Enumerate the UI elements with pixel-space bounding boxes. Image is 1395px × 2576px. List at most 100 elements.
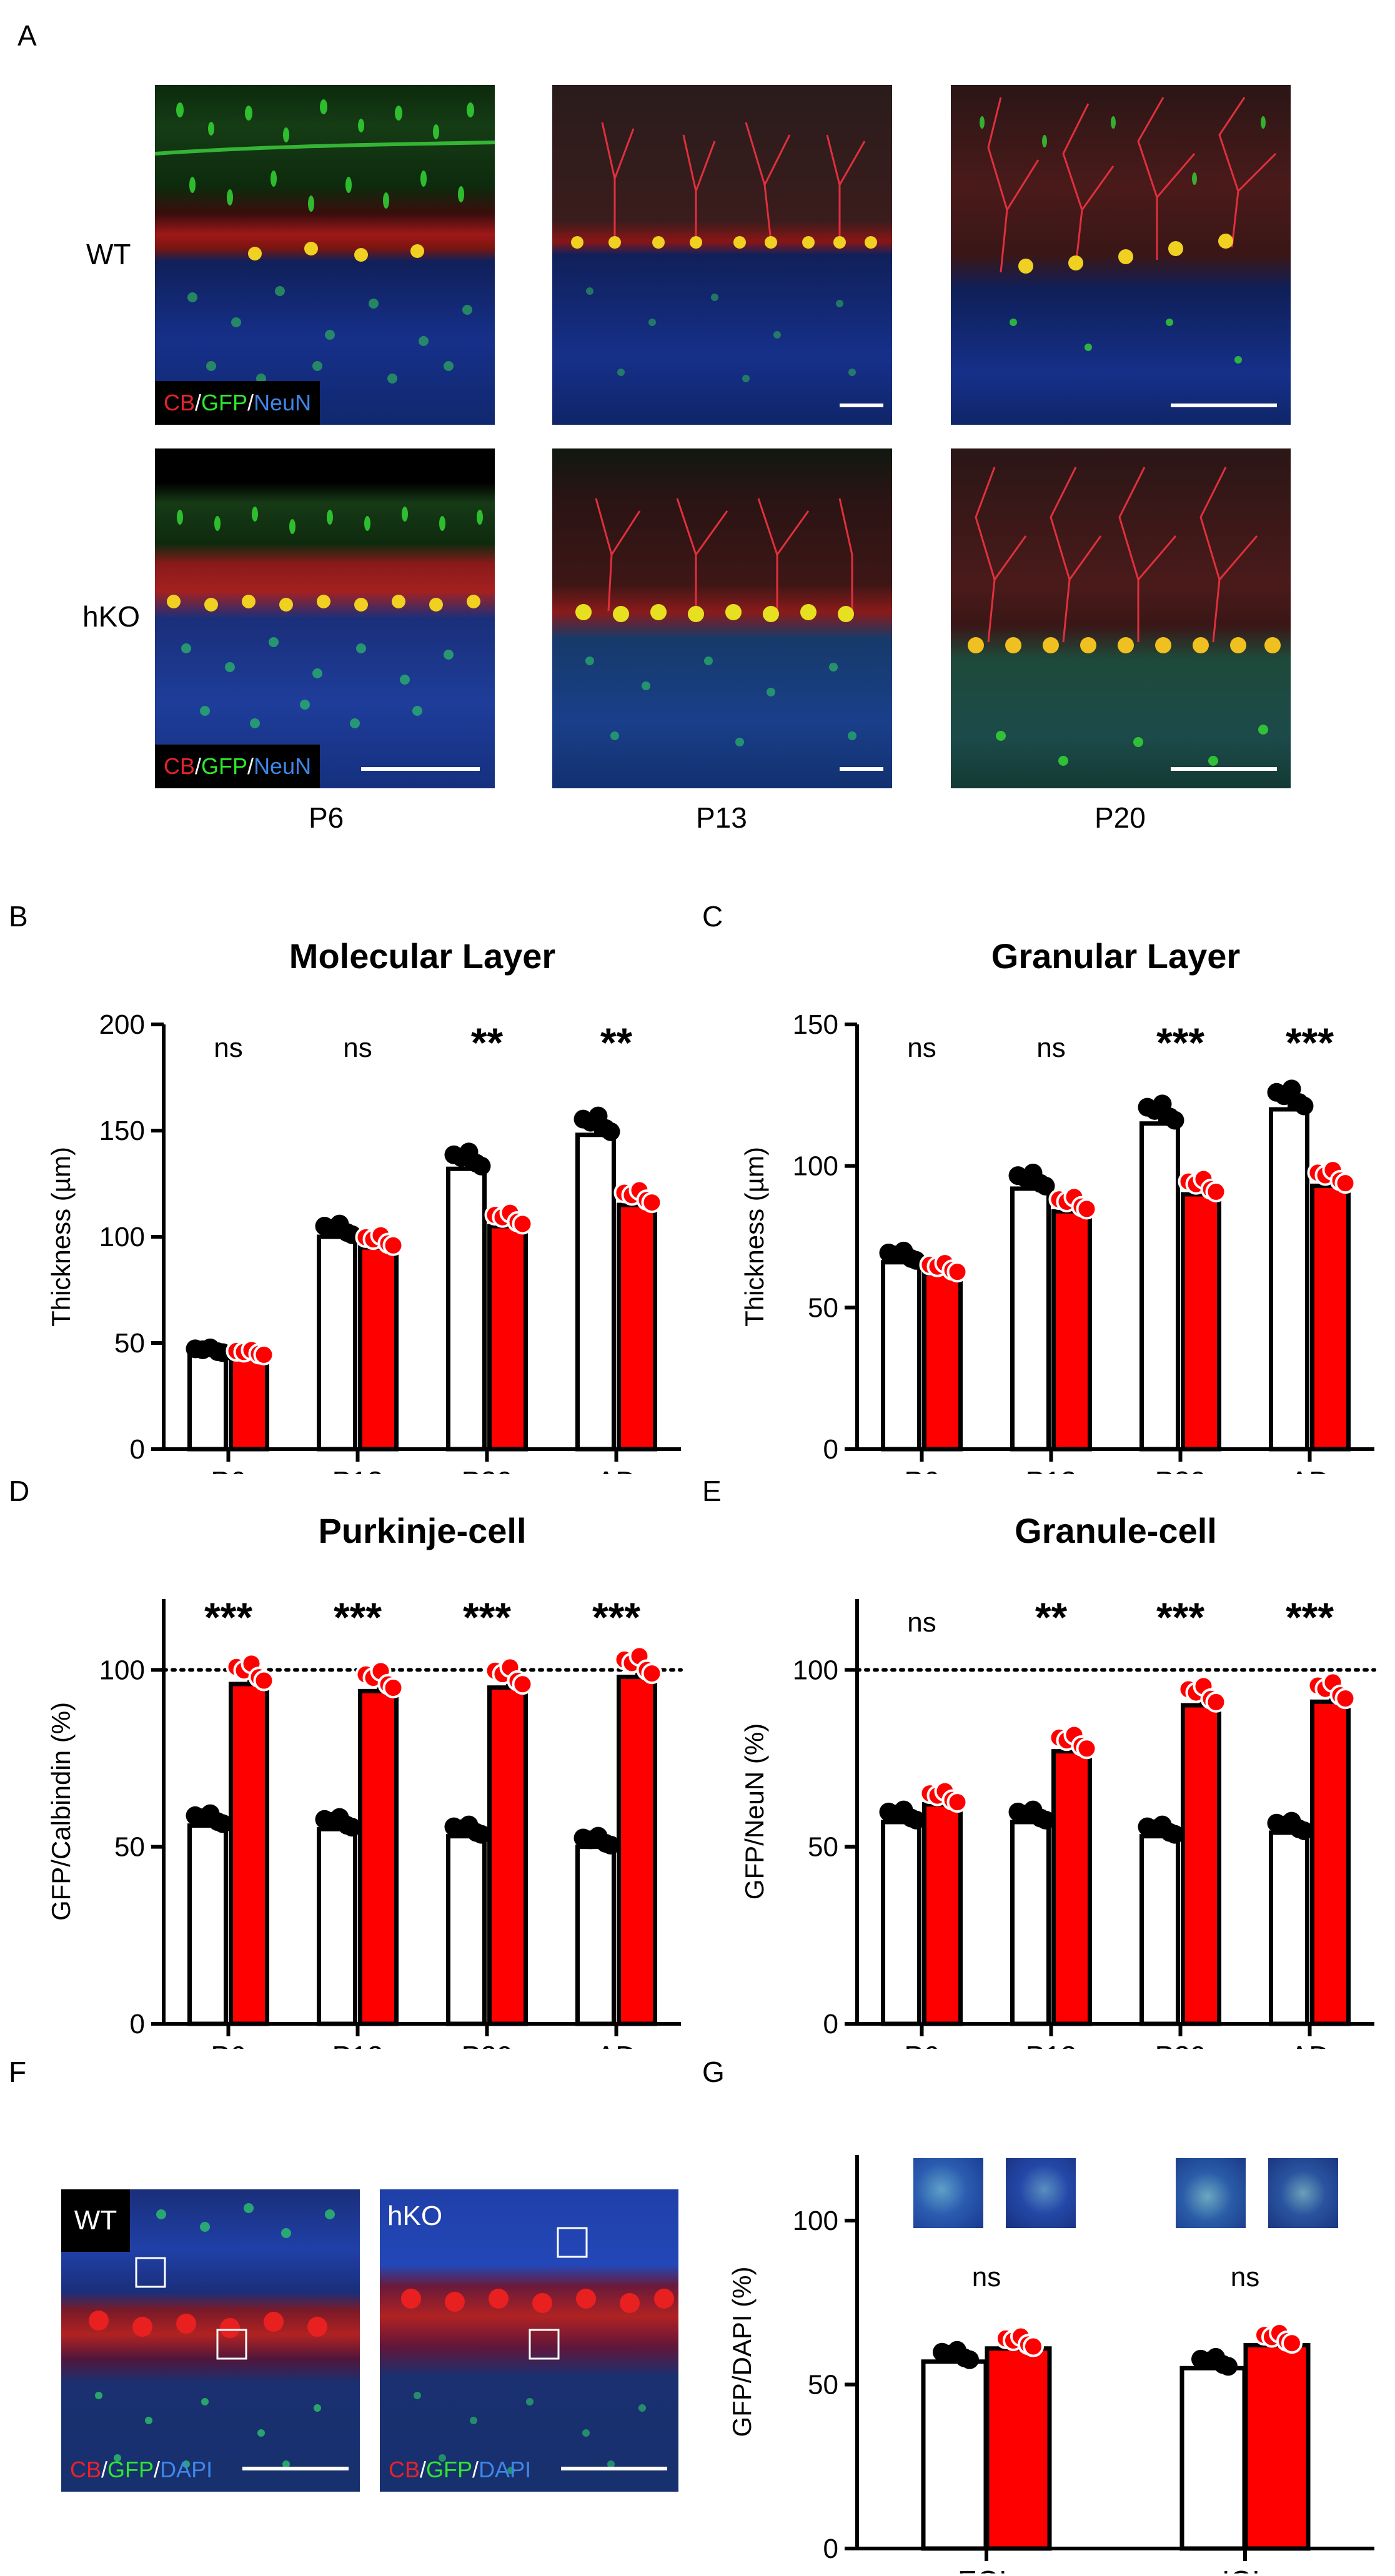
stain-gfp: GFP xyxy=(201,390,248,415)
bar-wt-p13 xyxy=(317,1234,357,1452)
data-point xyxy=(1294,1821,1314,1840)
bar-wt-p20 xyxy=(446,1166,487,1452)
data-point xyxy=(472,1825,491,1844)
f-wt-texture xyxy=(89,2203,335,2468)
y-tick-label: 150 xyxy=(99,1116,145,1146)
x-tick-label: P20 xyxy=(1155,2040,1206,2049)
scale-bar xyxy=(840,767,883,771)
data-point xyxy=(213,1814,232,1833)
bar-wt-p13 xyxy=(1010,1820,1051,2026)
x-tick-label: AD xyxy=(1290,1465,1330,1474)
x-tick-label: EGL xyxy=(958,2565,1015,2574)
y-tick-label: 100 xyxy=(793,2206,838,2236)
micrograph-f-hko: hKO CB/GFP/DAPI xyxy=(380,2189,678,2492)
micrograph-wt-p13 xyxy=(552,85,892,425)
stain-legend-f-wt: CB/GFP/DAPI xyxy=(70,2457,213,2482)
bar-hko-ad xyxy=(1310,1183,1351,1452)
bar-wt-egl xyxy=(921,2359,988,2551)
bar-hko-ad xyxy=(617,1675,657,2026)
x-tick-label: P13 xyxy=(1026,2040,1077,2049)
significance-marker: *** xyxy=(1156,1594,1204,1640)
micrograph-hko-p6: CB/GFP/NeuN xyxy=(155,448,495,788)
data-point xyxy=(641,1192,663,1214)
chart-gfp-dapi: GFP/DAPI (%) EGL ns IGL ns 0 50 100 xyxy=(727,2155,1374,2574)
y-tick-label: 150 xyxy=(793,1009,838,1040)
scale-bar xyxy=(1171,767,1277,771)
data-point xyxy=(946,1791,968,1813)
y-tick-label: 50 xyxy=(114,1832,145,1863)
bar-hko-p13 xyxy=(1051,1209,1092,1452)
significance-marker: *** xyxy=(204,1594,252,1640)
y-axis-label: GFP/Calbindin (%) xyxy=(46,1702,76,1921)
data-point xyxy=(512,1673,534,1695)
panel-label-g: G xyxy=(702,2056,725,2088)
panel-label-a: A xyxy=(17,19,37,52)
data-point xyxy=(641,1663,663,1685)
micrograph-hko-p20 xyxy=(951,448,1291,788)
y-axis-label: GFP/NeuN (%) xyxy=(740,1723,769,1900)
col-label-p20: P20 xyxy=(1095,801,1146,834)
data-point xyxy=(1334,1688,1356,1710)
chart-title: Granular Layer xyxy=(991,936,1240,976)
bar-hko-p13 xyxy=(358,1688,399,2026)
thumb-egl-wt xyxy=(913,2158,983,2228)
scale-bar xyxy=(1171,404,1277,407)
data-point xyxy=(1076,1738,1098,1760)
x-tick-label: IGL xyxy=(1222,2565,1268,2574)
data-point xyxy=(1219,2357,1238,2376)
y-tick-label: 0 xyxy=(823,2534,838,2564)
significance-marker: *** xyxy=(334,1594,382,1640)
bar-wt-p6 xyxy=(881,1260,921,1452)
panel-label-c: C xyxy=(702,900,723,933)
data-point xyxy=(1294,1096,1314,1116)
micrograph-hko-p13 xyxy=(552,448,892,788)
y-axis-label: Thickness (µm) xyxy=(740,1147,769,1327)
stain-legend-f-hko: CB/GFP/DAPI xyxy=(389,2457,532,2482)
micrograph-f-wt: WT CB/GFP/DAPI xyxy=(61,2189,360,2492)
y-axis-label: GFP/DAPI (%) xyxy=(727,2266,757,2437)
data-point xyxy=(1076,1198,1098,1220)
data-point xyxy=(1205,1691,1227,1713)
x-tick-label: P13 xyxy=(332,1465,384,1474)
thumb-egl-hko xyxy=(1006,2158,1076,2228)
bar-wt-p20 xyxy=(1139,1834,1180,2026)
wt-p13-texture xyxy=(571,122,877,382)
x-tick-label: P13 xyxy=(1026,1465,1077,1474)
bar-hko-p13 xyxy=(1051,1749,1092,2026)
data-point xyxy=(601,1122,620,1141)
significance-marker: ns xyxy=(343,1033,372,1063)
significance-marker: ** xyxy=(1035,1594,1068,1640)
hko-p20-texture xyxy=(968,467,1281,766)
significance-marker: ns xyxy=(214,1033,242,1063)
x-tick-label: P20 xyxy=(1155,1465,1206,1474)
significance-marker: *** xyxy=(463,1594,511,1640)
bar-hko-p6 xyxy=(922,1802,963,2026)
y-tick-label: 100 xyxy=(99,1222,145,1252)
x-tick-label: AD xyxy=(597,1465,637,1474)
y-tick-label: 50 xyxy=(114,1328,145,1359)
row-label-wt: WT xyxy=(86,238,131,270)
chart-title: Granule-cell xyxy=(1015,1511,1217,1550)
bar-wt-ad xyxy=(575,1132,616,1452)
data-point xyxy=(906,1810,926,1830)
stain-cb: CB xyxy=(164,390,196,415)
f-hko-texture xyxy=(401,2227,674,2474)
f-wt-label: WT xyxy=(61,2189,130,2252)
bar-hko-p20 xyxy=(487,1685,528,2026)
bar-wt-p20 xyxy=(1139,1121,1180,1452)
y-axis-label: Thickness (µm) xyxy=(46,1147,76,1327)
data-point xyxy=(1334,1172,1356,1194)
data-point xyxy=(472,1156,491,1176)
bar-wt-ad xyxy=(1269,1107,1309,1452)
thumb-igl-wt xyxy=(1176,2158,1246,2228)
data-point xyxy=(1205,1181,1227,1202)
panel-label-b: B xyxy=(9,900,28,933)
panel-label-e: E xyxy=(702,1475,722,1507)
significance-marker: *** xyxy=(1286,1594,1334,1640)
significance-marker: ns xyxy=(1231,2262,1259,2292)
wt-p6-texture xyxy=(155,99,495,384)
significance-marker: *** xyxy=(592,1594,640,1640)
col-label-p13: P13 xyxy=(696,801,747,834)
x-tick-label: P6 xyxy=(904,2040,939,2049)
scale-bar xyxy=(242,2467,349,2470)
